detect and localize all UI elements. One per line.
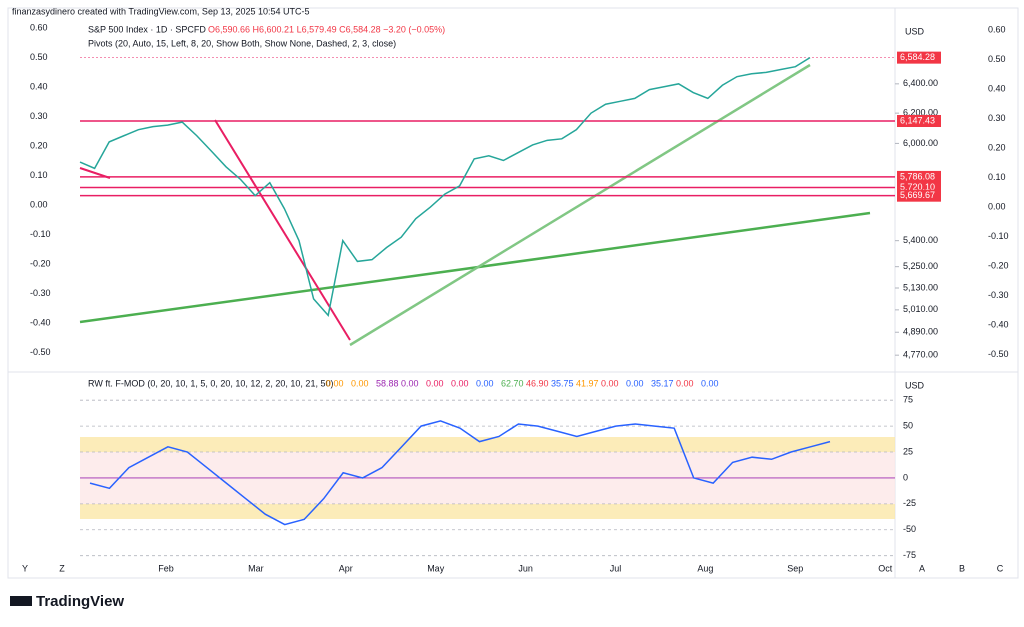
left-scale-label: -0.30 (30, 288, 51, 298)
price-box (897, 189, 941, 202)
price-label: 5,669.67 (900, 190, 935, 200)
readout: 35.75 (551, 378, 574, 388)
corner-letter: A (919, 563, 925, 573)
month-label: Apr (339, 563, 353, 573)
y-tick-label: 4,770.00 (903, 350, 938, 360)
symbol: S&P 500 Index · 1D · SPCFD (88, 24, 206, 34)
currency: USD (905, 380, 925, 390)
month-label: Sep (787, 563, 803, 573)
corner-letter: Y (22, 563, 28, 573)
readout: 46.90 (526, 378, 549, 388)
trendline (349, 63, 811, 347)
price-label: 5,786.08 (900, 171, 935, 181)
logo: TradingView (10, 593, 124, 610)
price-box (897, 51, 941, 64)
y-tick-label: 5,250.00 (903, 261, 938, 271)
right-scale-label: 0.60 (988, 24, 1006, 34)
y-tick-label: 5,130.00 (903, 282, 938, 292)
brand: TradingView (36, 593, 124, 610)
y-tick-label: 6,200.00 (903, 108, 938, 118)
right-scale-label: -0.30 (988, 290, 1009, 300)
right-scale-label: 0.40 (988, 83, 1006, 93)
corner-letter: B (959, 563, 965, 573)
readout: 0.00 (326, 378, 344, 388)
readout: 62.70 (501, 378, 524, 388)
y-tick-label: 4,890.00 (903, 327, 938, 337)
readout: 35.17 (651, 378, 674, 388)
readout: 58.88 (376, 378, 399, 388)
right-scale-label: -0.20 (988, 260, 1009, 270)
month-label: Aug (697, 563, 713, 573)
left-scale-label: -0.10 (30, 229, 51, 239)
right-scale-label: -0.10 (988, 231, 1009, 241)
price-box (897, 115, 941, 128)
readout: 0.00 (401, 378, 419, 388)
readout: 0.00 (701, 378, 719, 388)
right-scale-label: 0.50 (988, 54, 1006, 64)
corner-letter: Z (59, 563, 65, 573)
left-scale-label: 0.60 (30, 22, 48, 32)
readout: 0.00 (426, 378, 444, 388)
left-scale-label: 0.30 (30, 111, 48, 121)
left-scale-label: -0.20 (30, 258, 51, 268)
right-scale-label: -0.50 (988, 349, 1009, 359)
y-tick-label: -50 (903, 524, 916, 534)
currency: USD (905, 26, 925, 36)
left-scale-label: 0.20 (30, 140, 48, 150)
y-tick-label: 75 (903, 395, 913, 405)
readout: 0.00 (476, 378, 494, 388)
right-scale-label: 0.00 (988, 201, 1006, 211)
pivots: Pivots (20, Auto, 15, Left, 8, 20, Show … (88, 38, 396, 48)
price-label: 5,720.10 (900, 182, 935, 192)
month-label: Jul (610, 563, 622, 573)
ohlc: O6,590.66 H6,600.21 L6,579.49 C6,584.28 … (208, 24, 445, 34)
readout: 41.97 (576, 378, 599, 388)
left-scale-label: -0.40 (30, 317, 51, 327)
indicator-line (89, 420, 831, 526)
month-label: Jun (518, 563, 533, 573)
credit: finanzasydinero created with TradingView… (12, 6, 310, 16)
price-label: 6,147.43 (900, 115, 935, 125)
y-tick-label: 25 (903, 446, 913, 456)
right-scale-label: 0.20 (988, 142, 1006, 152)
logo-mark (10, 596, 32, 606)
left-scale-label: 0.50 (30, 52, 48, 62)
month-label: Feb (158, 563, 174, 573)
trendline (214, 119, 351, 341)
y-tick-label: 5,010.00 (903, 304, 938, 314)
y-tick-label: 6,000.00 (903, 138, 938, 148)
y-tick-label: -75 (903, 550, 916, 560)
corner-letter: C (997, 563, 1004, 573)
month-label: Mar (248, 563, 264, 573)
readout: 0.00 (676, 378, 694, 388)
readout: 0.00 (601, 378, 619, 388)
left-scale-label: 0.10 (30, 170, 48, 180)
y-tick-label: 6,400.00 (903, 78, 938, 88)
right-scale-label: 0.30 (988, 113, 1006, 123)
y-tick-label: 50 (903, 420, 913, 430)
y-tick-label: 5,400.00 (903, 235, 938, 245)
zone (80, 504, 895, 519)
y-tick-label: -25 (903, 498, 916, 508)
left-scale-label: -0.50 (30, 347, 51, 357)
price-label: 6,584.28 (900, 52, 935, 62)
left-scale-label: 0.40 (30, 81, 48, 91)
month-label: May (427, 563, 445, 573)
y-tick-label: 0 (903, 472, 908, 482)
zone (80, 437, 895, 452)
right-scale-label: 0.10 (988, 172, 1006, 182)
price-line-series (79, 56, 811, 318)
price-box (897, 170, 941, 183)
left-scale-label: 0.00 (30, 199, 48, 209)
indicator-title: RW ft. F-MOD (0, 20, 10, 1, 5, 0, 20, 10… (88, 378, 333, 388)
right-scale-label: -0.40 (988, 319, 1009, 329)
readout: 0.00 (451, 378, 469, 388)
readout: 0.00 (626, 378, 644, 388)
readout: 0.00 (351, 378, 369, 388)
month-label: Oct (878, 563, 893, 573)
